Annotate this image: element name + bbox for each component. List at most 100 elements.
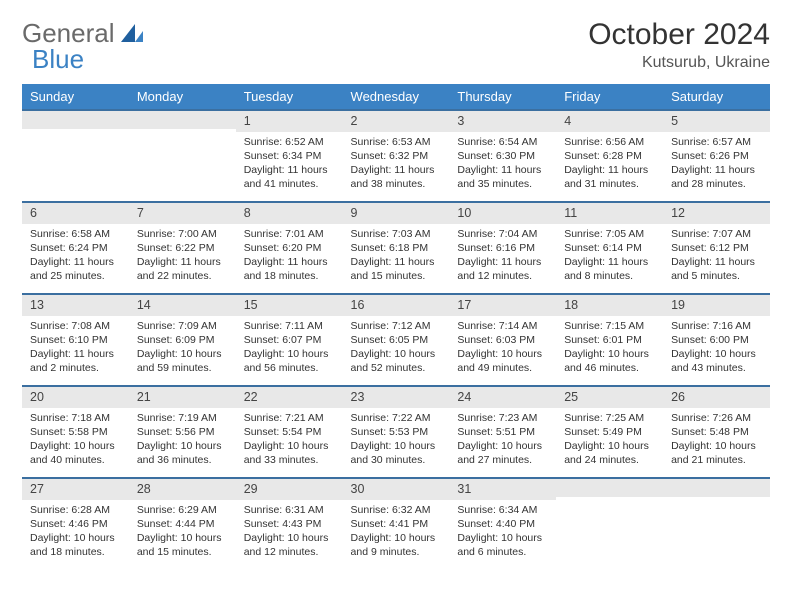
day-number: 20 <box>30 390 44 404</box>
sunrise-text: Sunrise: 7:22 AM <box>351 411 442 425</box>
day-number-bar: 3 <box>449 109 556 132</box>
day-header: Monday <box>129 84 236 109</box>
cell-body <box>663 497 770 505</box>
day-number: 9 <box>351 206 358 220</box>
sunset-text: Sunset: 5:56 PM <box>137 425 228 439</box>
sunset-text: Sunset: 6:30 PM <box>457 149 548 163</box>
day-number: 21 <box>137 390 151 404</box>
day-number-bar: 10 <box>449 201 556 224</box>
day-number: 5 <box>671 114 678 128</box>
sunset-text: Sunset: 6:22 PM <box>137 241 228 255</box>
daylight-text: Daylight: 10 hours and 40 minutes. <box>30 439 121 467</box>
cell-body: Sunrise: 7:03 AMSunset: 6:18 PMDaylight:… <box>343 224 450 289</box>
day-header: Tuesday <box>236 84 343 109</box>
calendar-cell: . <box>663 477 770 569</box>
logo-triangle-icon <box>121 18 143 49</box>
day-header: Wednesday <box>343 84 450 109</box>
calendar-cell: 17Sunrise: 7:14 AMSunset: 6:03 PMDayligh… <box>449 293 556 385</box>
day-number: 8 <box>244 206 251 220</box>
daylight-text: Daylight: 10 hours and 59 minutes. <box>137 347 228 375</box>
calendar-cell: 14Sunrise: 7:09 AMSunset: 6:09 PMDayligh… <box>129 293 236 385</box>
day-number-bar: 15 <box>236 293 343 316</box>
calendar-cell: 3Sunrise: 6:54 AMSunset: 6:30 PMDaylight… <box>449 109 556 201</box>
calendar-cell: 12Sunrise: 7:07 AMSunset: 6:12 PMDayligh… <box>663 201 770 293</box>
day-number: 1 <box>244 114 251 128</box>
sunrise-text: Sunrise: 7:15 AM <box>564 319 655 333</box>
sunrise-text: Sunrise: 7:12 AM <box>351 319 442 333</box>
cell-body <box>22 129 129 137</box>
day-number-bar: 30 <box>343 477 450 500</box>
sunrise-text: Sunrise: 7:04 AM <box>457 227 548 241</box>
day-number-bar: 29 <box>236 477 343 500</box>
day-number: 3 <box>457 114 464 128</box>
sunset-text: Sunset: 5:53 PM <box>351 425 442 439</box>
calendar-cell: 7Sunrise: 7:00 AMSunset: 6:22 PMDaylight… <box>129 201 236 293</box>
cell-body: Sunrise: 7:22 AMSunset: 5:53 PMDaylight:… <box>343 408 450 473</box>
day-number-bar: 9 <box>343 201 450 224</box>
sunset-text: Sunset: 6:26 PM <box>671 149 762 163</box>
calendar-cell: 22 Sunrise: 7:21 AMSunset: 5:54 PMDayligh… <box>236 385 343 477</box>
cell-body: Sunrise: 7:01 AMSunset: 6:20 PMDaylight:… <box>236 224 343 289</box>
calendar-week-row: 20Sunrise: 7:18 AMSunset: 5:58 PMDayligh… <box>22 385 770 477</box>
daylight-text: Daylight: 11 hours and 25 minutes. <box>30 255 121 283</box>
daylight-text: Daylight: 11 hours and 28 minutes. <box>671 163 762 191</box>
day-number: 25 <box>564 390 578 404</box>
sunset-text: Sunset: 6:16 PM <box>457 241 548 255</box>
sunrise-text: Sunrise: 7:11 AM <box>244 319 335 333</box>
day-number-bar: . <box>663 477 770 497</box>
day-number: 22 <box>244 390 258 404</box>
day-number: 11 <box>564 206 577 220</box>
day-number-bar: 26 <box>663 385 770 408</box>
sunrise-text: Sunrise: 7:19 AM <box>137 411 228 425</box>
day-number: 23 <box>351 390 365 404</box>
daylight-text: Daylight: 10 hours and 18 minutes. <box>30 531 121 559</box>
sunrise-text: Sunrise: 7:14 AM <box>457 319 548 333</box>
sunset-text: Sunset: 5:49 PM <box>564 425 655 439</box>
daylight-text: Daylight: 10 hours and 49 minutes. <box>457 347 548 375</box>
daylight-text: Daylight: 10 hours and 43 minutes. <box>671 347 762 375</box>
calendar-table: Sunday Monday Tuesday Wednesday Thursday… <box>22 84 770 569</box>
day-number-bar: 2 <box>343 109 450 132</box>
day-number-bar: 23 <box>343 385 450 408</box>
calendar-cell: 28Sunrise: 6:29 AMSunset: 4:44 PMDayligh… <box>129 477 236 569</box>
day-number-bar: 28 <box>129 477 236 500</box>
daylight-text: Daylight: 11 hours and 5 minutes. <box>671 255 762 283</box>
day-number: 16 <box>351 298 365 312</box>
sunrise-text: Sunrise: 7:18 AM <box>30 411 121 425</box>
calendar-cell: 30Sunrise: 6:32 AMSunset: 4:41 PMDayligh… <box>343 477 450 569</box>
day-number: 18 <box>564 298 578 312</box>
day-number: 29 <box>244 482 258 496</box>
sunrise-text: Sunrise: 7:21 AM <box>244 411 335 425</box>
calendar-cell: 26Sunrise: 7:26 AMSunset: 5:48 PMDayligh… <box>663 385 770 477</box>
sunrise-text: Sunrise: 7:05 AM <box>564 227 655 241</box>
day-header-row: Sunday Monday Tuesday Wednesday Thursday… <box>22 84 770 109</box>
day-number-bar: 1 <box>236 109 343 132</box>
daylight-text: Daylight: 10 hours and 27 minutes. <box>457 439 548 467</box>
sunrise-text: Sunrise: 6:32 AM <box>351 503 442 517</box>
cell-body: Sunrise: 6:31 AMSunset: 4:43 PMDaylight:… <box>236 500 343 565</box>
calendar-cell: . <box>22 109 129 201</box>
sunrise-text: Sunrise: 6:31 AM <box>244 503 335 517</box>
calendar-cell: 13Sunrise: 7:08 AMSunset: 6:10 PMDayligh… <box>22 293 129 385</box>
daylight-text: Daylight: 10 hours and 30 minutes. <box>351 439 442 467</box>
day-number-bar: 24 <box>449 385 556 408</box>
calendar-body: ..1Sunrise: 6:52 AMSunset: 6:34 PMDaylig… <box>22 109 770 569</box>
day-number-bar: 7 <box>129 201 236 224</box>
day-header: Friday <box>556 84 663 109</box>
sunrise-text: Sunrise: 7:03 AM <box>351 227 442 241</box>
sunset-text: Sunset: 6:24 PM <box>30 241 121 255</box>
calendar-week-row: ..1Sunrise: 6:52 AMSunset: 6:34 PMDaylig… <box>22 109 770 201</box>
calendar-cell: 5 Sunrise: 6:57 AMSunset: 6:26 PMDaylight… <box>663 109 770 201</box>
sunrise-text: Sunrise: 7:16 AM <box>671 319 762 333</box>
cell-body: Sunrise: 7:21 AMSunset: 5:54 PMDaylight:… <box>236 408 343 473</box>
cell-body: Sunrise: 6:57 AMSunset: 6:26 PMDaylight:… <box>663 132 770 197</box>
calendar-cell: 16Sunrise: 7:12 AMSunset: 6:05 PMDayligh… <box>343 293 450 385</box>
sunrise-text: Sunrise: 6:57 AM <box>671 135 762 149</box>
day-number: 6 <box>30 206 37 220</box>
calendar-cell: 15Sunrise: 7:11 AMSunset: 6:07 PMDayligh… <box>236 293 343 385</box>
calendar-cell: . <box>129 109 236 201</box>
day-number-bar: 8 <box>236 201 343 224</box>
sunset-text: Sunset: 6:10 PM <box>30 333 121 347</box>
day-number-bar: 4 <box>556 109 663 132</box>
calendar-cell: 8 Sunrise: 7:01 AMSunset: 6:20 PMDaylight… <box>236 201 343 293</box>
